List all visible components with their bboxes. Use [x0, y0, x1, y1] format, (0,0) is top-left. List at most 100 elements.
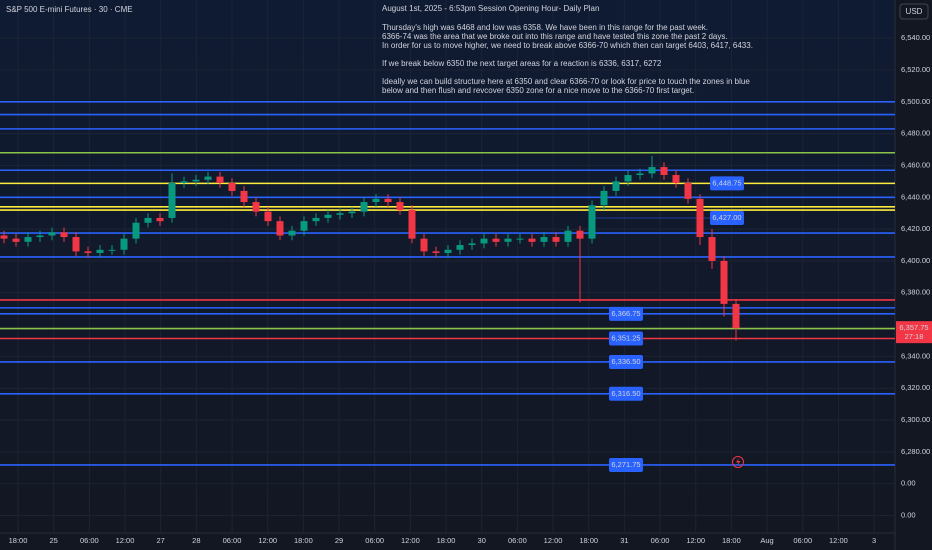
- x-tick-label: 18:00: [579, 536, 598, 545]
- y-tick-label: 6,520.00: [901, 65, 930, 74]
- candle-body: [432, 251, 440, 253]
- candle-body: [612, 181, 620, 191]
- candle-body: [720, 260, 728, 304]
- candle-body: [96, 249, 104, 253]
- y-tick-label: 6,500.00: [901, 97, 930, 106]
- y-tick-label: 6,400.00: [901, 256, 930, 265]
- countdown: 27:18: [905, 332, 924, 341]
- candle-body: [600, 190, 608, 206]
- candle-body: [564, 230, 572, 242]
- candle-body: [180, 181, 188, 183]
- labels: 6,540.00 6,520.00 6,500.00 6,480.00 6,460.00…: [9, 33, 932, 545]
- y-tick-label: 6,480.00: [901, 129, 930, 138]
- level-label-box: [609, 331, 643, 346]
- candle-body: [672, 175, 680, 183]
- candle-body: [540, 237, 548, 242]
- candle-body: [240, 190, 248, 203]
- candle-body: [288, 230, 296, 236]
- x-tick-label: 28: [192, 536, 200, 545]
- x-tick-label: Aug: [760, 536, 773, 545]
- candle-body: [144, 217, 152, 223]
- candle-body: [696, 198, 704, 238]
- level-label: 6,366.75: [611, 309, 640, 318]
- candle-body: [156, 217, 164, 222]
- candle-body: [12, 238, 20, 242]
- candle-body: [648, 167, 656, 174]
- x-tick-label: 3: [872, 536, 876, 545]
- level-label-box: [609, 457, 643, 472]
- y-tick-label: 6,420.00: [901, 224, 930, 233]
- symbol: S&P 500 E-mini Futures · 30 · CME: [6, 5, 133, 14]
- y-tick-label: 0.00: [901, 479, 916, 488]
- alert-icon[interactable]: [732, 456, 744, 468]
- candle-body: [324, 214, 332, 218]
- candle-body: [636, 173, 644, 176]
- x-tick-label: 12:00: [258, 536, 277, 545]
- x-tick-label: 18:00: [437, 536, 456, 545]
- x-tick-label: 30: [478, 536, 486, 545]
- candle-body: [264, 211, 272, 222]
- time-axis-background: [0, 533, 895, 550]
- x-tick-label: 12:00: [544, 536, 563, 545]
- candle-body: [36, 235, 44, 238]
- candle-body: [120, 238, 128, 250]
- candle-body: [528, 238, 536, 242]
- level-label: 6,316.50: [611, 389, 640, 398]
- note-line: Ideally we can build structure here at 6…: [382, 77, 750, 86]
- currency-button[interactable]: [899, 3, 929, 20]
- candle-body: [336, 213, 344, 215]
- y-tick-label: 6,440.00: [901, 192, 930, 201]
- level-label: 6,448.75: [712, 178, 741, 187]
- y-tick-label: 0.00: [901, 510, 916, 519]
- y-tick-label: 6,320.00: [901, 383, 930, 392]
- levels: [0, 101, 895, 466]
- y-tick-label: 6,280.00: [901, 447, 930, 456]
- plot-background: [0, 0, 895, 533]
- level-label-box: [710, 176, 744, 191]
- x-tick-label: 12:00: [401, 536, 420, 545]
- candle-body: [84, 251, 92, 253]
- candle-body: [576, 230, 584, 239]
- level-label: 6,351.25: [611, 333, 640, 342]
- last-price-label: 6,357.75: [899, 323, 928, 332]
- y-tick-label: 6,460.00: [901, 160, 930, 169]
- x-tick-label: 27: [157, 536, 165, 545]
- y-tick-label: 6,300.00: [901, 415, 930, 424]
- level-label: 6,271.75: [611, 460, 640, 469]
- candle-body: [588, 205, 596, 239]
- x-tick-label: 12:00: [829, 536, 848, 545]
- note-title: August 1st, 2025 - 6:53pm Session Openin…: [382, 4, 599, 13]
- candle-body: [456, 245, 464, 250]
- candle-body: [624, 175, 632, 182]
- candle-body: [660, 167, 668, 176]
- candle-body: [408, 210, 416, 239]
- candle-body: [492, 238, 500, 242]
- x-tick-label: 25: [49, 536, 57, 545]
- candle-body: [444, 249, 452, 253]
- candles: [0, 155, 740, 341]
- candle-body: [504, 238, 512, 242]
- candle-body: [72, 237, 80, 252]
- x-tick-label: 06:00: [508, 536, 527, 545]
- candle-body: [60, 232, 68, 238]
- candle-body: [552, 237, 560, 242]
- level-label: 6,427.00: [712, 213, 741, 222]
- note-line: below and then flush and revcover 6350 z…: [382, 86, 694, 95]
- x-tick-label: 06:00: [793, 536, 812, 545]
- candle-body: [216, 176, 224, 183]
- currency[interactable]: USD: [906, 7, 923, 16]
- candle-body: [192, 179, 200, 182]
- candle-body: [108, 249, 116, 251]
- candle-body: [708, 237, 716, 261]
- candle-body: [276, 221, 284, 236]
- x-tick-label: 06:00: [365, 536, 384, 545]
- candle-body: [132, 222, 140, 239]
- level-label: 6,336.50: [611, 357, 640, 366]
- candle-body: [0, 235, 8, 239]
- candle-body: [684, 182, 692, 199]
- level-label-box: [609, 386, 643, 401]
- x-tick-label: 18:00: [9, 536, 28, 545]
- candle-body: [360, 202, 368, 212]
